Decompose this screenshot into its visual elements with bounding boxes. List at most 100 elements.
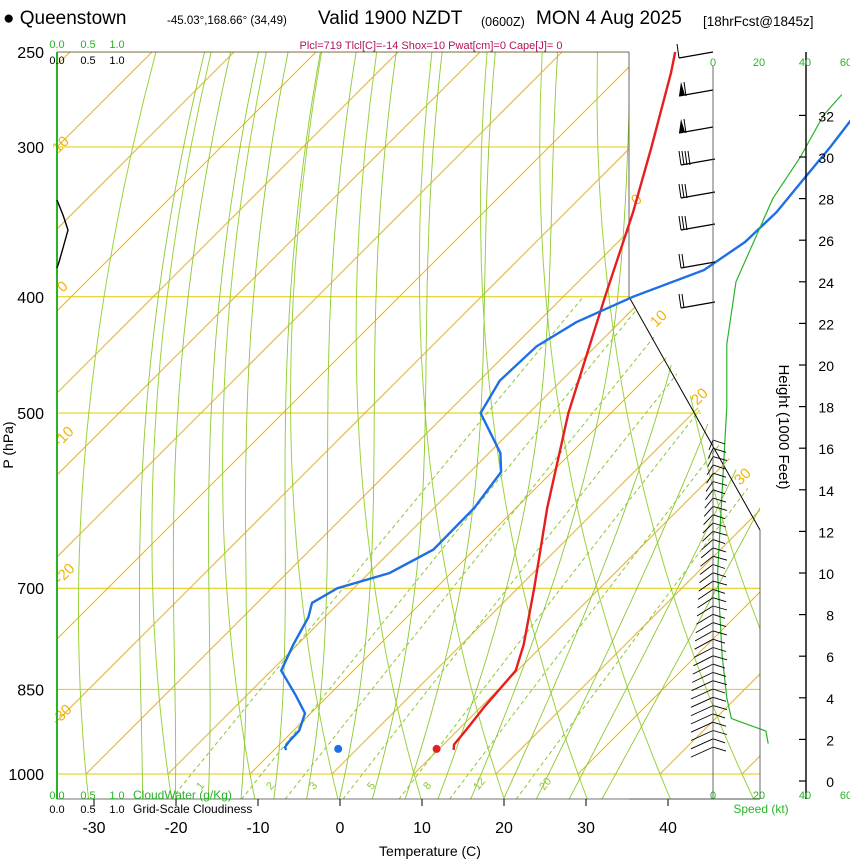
pressure-axis-label: P (hPa) [0, 421, 16, 468]
wind-barb-staff [703, 506, 714, 517]
wind-barb-feather [681, 183, 685, 199]
height-tick-label: 10 [818, 566, 834, 582]
pressure-tick-label: 850 [17, 682, 44, 699]
wind-barb-pennant [679, 82, 685, 96]
isotherm-line [57, 52, 399, 394]
pressure-tick-label: 400 [17, 290, 44, 307]
dry-adiabat [78, 52, 157, 799]
wind-barb-feather [712, 505, 728, 511]
wind-barb-feather [712, 580, 728, 586]
height-tick-label: 24 [818, 275, 834, 291]
bottom-cloudiness-tick: 1.0 [109, 804, 124, 816]
wind-barb-feather [712, 671, 727, 677]
wind-barb-feather [712, 522, 727, 528]
height-tick-label: 14 [818, 483, 834, 499]
temperature-axis-label: Temperature (C) [379, 843, 481, 859]
cloudwater-axis-label: CloudWater (g/Kg) [133, 788, 232, 802]
top-cloudiness-tick: 0.5 [80, 55, 95, 67]
dry-adiabat [418, 52, 505, 799]
wind-barb-feather [683, 118, 687, 134]
temperature-tick-label: 0 [336, 820, 345, 837]
wind-barb-staff [707, 456, 714, 467]
wind-barb-staff [704, 497, 714, 509]
mask-layer [57, 51, 761, 800]
wind-barb-feather [712, 564, 726, 569]
height-tick-label: 6 [826, 649, 834, 665]
speed-tick-top: 20 [753, 57, 765, 69]
wind-barb-staff [697, 589, 714, 600]
wind-barb-staff [696, 613, 714, 625]
isotherm-line [331, 345, 760, 775]
wind-barb-staff [690, 688, 714, 700]
wind-barb-staff [699, 572, 714, 584]
mixing-ratio-line [515, 471, 760, 799]
wind-barb-feather [712, 489, 726, 495]
bottom-cloudwater-tick: 0.0 [49, 790, 64, 802]
wind-barb-staff [690, 746, 714, 758]
mixing-ratio-label: 20 [537, 776, 554, 793]
wind-barb-staff [690, 696, 714, 708]
moist-adiabat [568, 418, 760, 799]
wind-barb-feather [684, 183, 688, 199]
temperature-tick-label: 10 [413, 820, 431, 837]
wind-barb-feather [712, 622, 727, 628]
height-tick-label: 28 [818, 192, 834, 208]
height-tick-label: 18 [818, 400, 834, 416]
temperature-tick-label: 30 [577, 820, 595, 837]
mixing-ratio-label: 5 [365, 780, 378, 792]
moist-adiabat [371, 52, 443, 799]
wind-barb-staff [705, 481, 714, 492]
moist-adiabat [172, 52, 232, 799]
isotherm-line [57, 52, 727, 722]
wind-barb-staff [694, 638, 714, 650]
height-tick-label: 4 [826, 691, 834, 707]
wind-barb-staff [697, 597, 714, 609]
height-tick-label: 8 [826, 608, 834, 624]
height-tick-label: 30 [818, 150, 834, 166]
valid-date: MON 4 Aug 2025 [536, 8, 682, 29]
top-cloudwater-tick: 1.0 [109, 39, 124, 51]
wind-barb-pennant [679, 119, 685, 133]
mixing-ratio-line [241, 296, 648, 799]
wind-barb-feather [676, 43, 680, 59]
wind-barb-staff [678, 51, 714, 59]
wind-barb-staff [706, 464, 714, 476]
wind-barb-feather [678, 253, 682, 269]
top-cloudiness-tick: 1.0 [109, 55, 124, 67]
mixing-ratio-label: 12 [471, 776, 488, 793]
wind-barb-feather [712, 547, 727, 553]
wind-barb-feather [687, 150, 691, 166]
wind-barb-feather [712, 447, 727, 453]
isotherm-line [57, 52, 317, 312]
temperature-tick-label: 40 [659, 820, 677, 837]
wind-barb-staff [702, 522, 714, 534]
wind-barb-feather [712, 647, 727, 652]
mixing-ratio-line [449, 391, 760, 799]
wind-barb-feather [712, 605, 728, 611]
plot-box-diagonal [628, 296, 761, 531]
wind-barb-staff [696, 605, 714, 617]
height-tick-label: 32 [818, 108, 834, 124]
wind-barb-staff [691, 680, 714, 692]
isotherm-line [57, 52, 481, 476]
wind-barb-staff [692, 663, 714, 675]
isotherm-line [249, 263, 760, 775]
isotherm-label: -30 [48, 701, 75, 728]
utc-time: (0600Z) [481, 15, 525, 29]
wind-barb-staff [680, 301, 716, 309]
isotherm-line [413, 427, 760, 775]
wind-barb-feather [712, 655, 728, 661]
wind-layer [676, 43, 843, 758]
wind-barb-feather [712, 530, 728, 536]
bottom-cloudiness-tick: 0.5 [80, 804, 95, 816]
wind-barb-staff [700, 555, 714, 567]
height-axis-label: Height (1000 Feet) [775, 364, 792, 489]
height-tick-label: 0 [826, 774, 834, 790]
wind-barb-feather [681, 150, 685, 166]
dewpoint-line [279, 119, 850, 751]
surface-temperature-point [432, 744, 441, 753]
mixing-ratio-line [398, 332, 760, 799]
pressure-tick-label: 700 [17, 581, 44, 598]
cloudiness-axis-label: Grid-Scale Cloudiness [133, 802, 252, 816]
speed-tick-top: 0 [710, 57, 716, 69]
